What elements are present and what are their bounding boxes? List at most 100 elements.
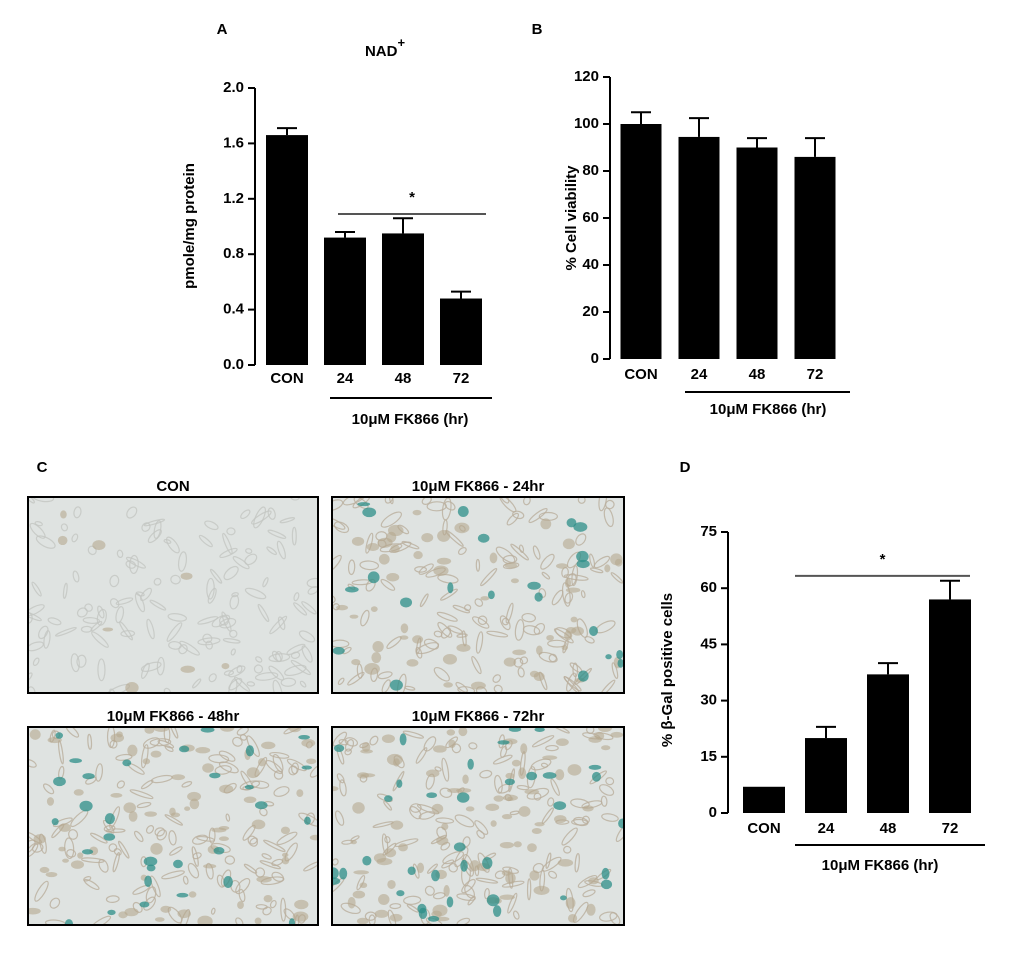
cell-body [356, 917, 369, 925]
cell-body [490, 820, 497, 827]
cell [97, 658, 106, 682]
cell [286, 758, 307, 772]
cell-body [171, 774, 186, 781]
stained-cell [526, 771, 538, 781]
cell [471, 655, 482, 675]
stained-cell [457, 506, 469, 518]
cell [197, 616, 219, 625]
cell [426, 501, 447, 512]
bar [743, 786, 785, 813]
cell [441, 757, 450, 782]
cell [388, 497, 394, 505]
cell [570, 798, 590, 809]
cell-body [446, 729, 456, 736]
cell [244, 587, 267, 600]
stained-cell [591, 771, 601, 782]
stained-cell [407, 866, 416, 876]
cell [406, 904, 419, 913]
cell [249, 837, 258, 845]
y-tick-label: 1.6 [223, 134, 244, 151]
x-tick-label: 72 [453, 370, 470, 387]
cell-body [28, 907, 41, 915]
cell [528, 507, 548, 524]
cell [168, 830, 177, 846]
cell [563, 676, 582, 692]
cell [208, 673, 217, 683]
cell [246, 681, 256, 687]
cell-body [470, 681, 486, 690]
cell [440, 627, 452, 639]
cell [389, 903, 402, 910]
cell [582, 889, 596, 898]
cell-body [351, 659, 361, 666]
cell-body [588, 877, 599, 885]
stained-cell [64, 919, 74, 925]
cell [192, 852, 202, 860]
cell [35, 535, 56, 549]
cell [589, 553, 596, 568]
stained-cell [339, 867, 348, 880]
stained-cell [487, 590, 495, 600]
cell-body [443, 682, 453, 688]
x-tick-label: CON [747, 820, 780, 837]
cell-body [400, 623, 409, 634]
cell [545, 744, 559, 752]
cell [228, 665, 246, 678]
x-tick-label: 48 [880, 820, 897, 837]
cell-body [565, 897, 576, 909]
cell [232, 736, 243, 747]
stained-cell [304, 816, 311, 825]
cell-body [387, 879, 396, 889]
cell [479, 769, 493, 779]
stained-cell [357, 502, 371, 507]
cell-body [187, 791, 202, 802]
micrograph-bg [332, 727, 624, 925]
cell [384, 497, 394, 504]
x-tick-label: 48 [749, 366, 766, 383]
stained-cell [245, 745, 255, 757]
stained-cell [200, 727, 215, 733]
cell-body [306, 758, 317, 765]
cell [169, 846, 183, 856]
cell [261, 853, 272, 860]
cell [455, 681, 468, 693]
cell [192, 678, 202, 689]
cell-body [554, 815, 567, 824]
bar [382, 233, 424, 365]
cell [512, 910, 520, 920]
stained-cell [144, 875, 152, 887]
cell [214, 765, 232, 775]
bar [805, 738, 847, 813]
cell-body [378, 894, 390, 905]
cell-body [518, 767, 527, 780]
significance-star: * [880, 551, 886, 568]
cell [291, 762, 299, 775]
cell [116, 780, 125, 789]
cell [548, 870, 558, 879]
cell [486, 630, 509, 638]
cell [463, 604, 472, 612]
cell [273, 786, 290, 797]
cell [55, 626, 77, 637]
stained-cell [345, 586, 359, 593]
cell [586, 727, 595, 735]
stained-cell [53, 776, 66, 787]
cell-body [189, 798, 200, 810]
cell [600, 795, 608, 807]
cell-body [70, 860, 85, 869]
stained-cell [396, 779, 403, 788]
cell [209, 568, 223, 584]
stained-cell [400, 597, 413, 608]
cell [444, 500, 456, 511]
cell-body [432, 904, 448, 917]
cell [293, 592, 300, 602]
cell [47, 617, 62, 626]
cell [222, 638, 241, 644]
stained-cell [618, 818, 624, 829]
stained-cell [103, 833, 116, 841]
cell [471, 616, 490, 629]
cell [29, 522, 46, 539]
cell [187, 862, 200, 879]
cell-body [546, 634, 554, 641]
cell-body [39, 866, 50, 874]
